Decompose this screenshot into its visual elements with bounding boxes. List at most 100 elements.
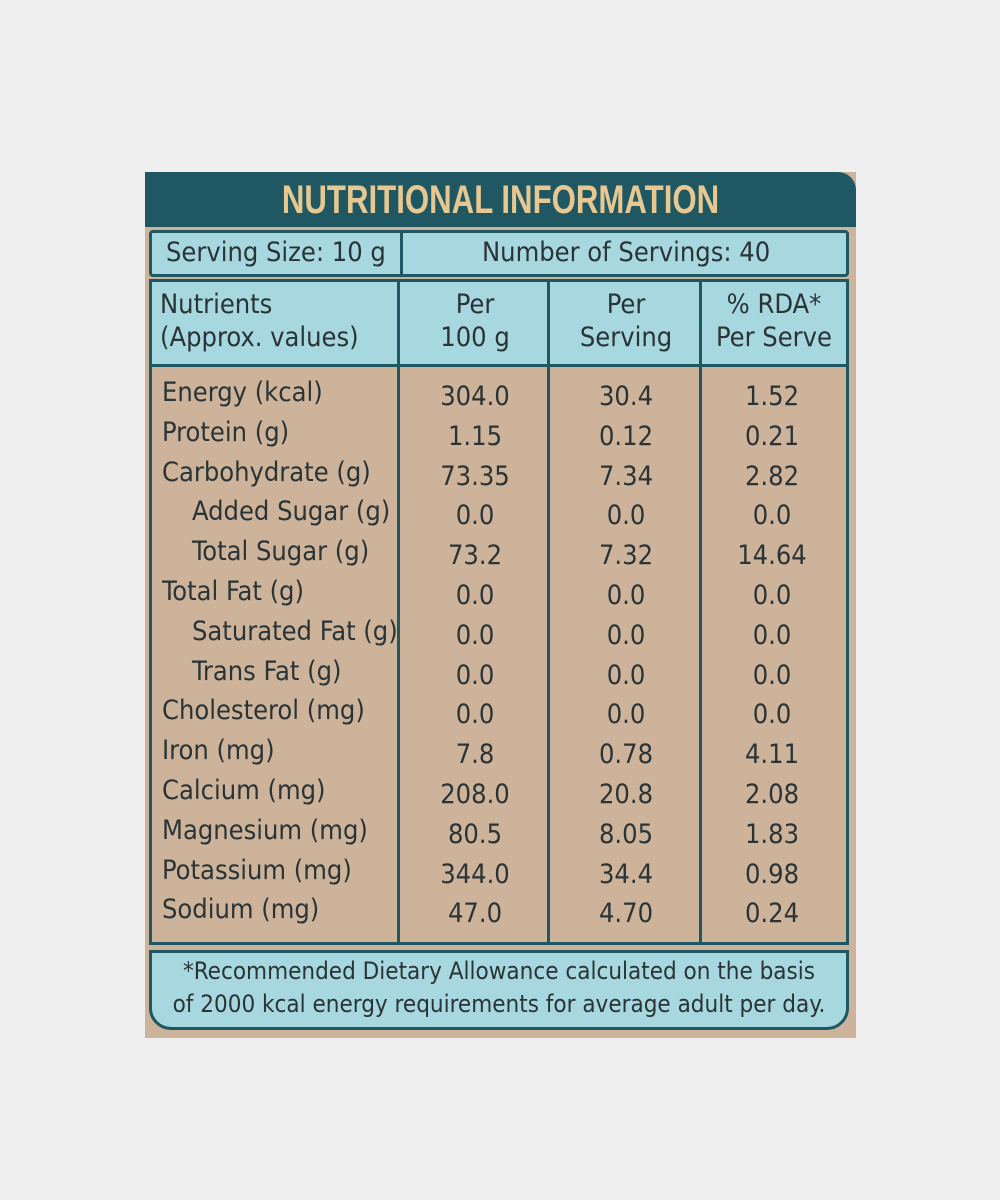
column-divider [397,282,400,364]
table-row: Potassium (mg) 344.0 34.4 0.98 [152,851,852,891]
header-rda: % RDA* Per Serve [702,288,846,354]
value-per-serving: 0.0 [606,619,646,651]
table-row: Magnesium (mg) 80.5 8.05 1.83 [152,811,852,851]
nutrient-name: Protein (g) [162,416,290,448]
table-row: Total Fat (g) 0.0 0.0 0.0 [152,572,852,612]
header-nutrients: Nutrients (Approx. values) [160,288,359,354]
nutrient-name: Trans Fat (g) [192,655,342,687]
header-nutrients-label: Nutrients [160,289,273,320]
table-body: Energy (kcal) 304.0 30.4 1.52 Protein (g) 1.1… [149,367,849,945]
value-per-100g: 80.5 [447,818,503,850]
servings-count: Number of Servings: 40 [482,237,771,268]
nutrition-label: NUTRITIONAL INFORMATION Serving Size: 10… [145,172,856,1038]
column-divider [547,367,550,945]
table-row: Cholesterol (mg) 0.0 0.0 0.0 [152,691,852,731]
value-rda: 14.64 [737,540,807,572]
value-per-100g: 208.0 [440,779,510,810]
nutrient-name: Total Sugar (g) [192,536,370,568]
value-per-serving: 0.0 [606,699,646,731]
header-per-serving: Per Serving [550,288,702,354]
header-per-100g-line2: 100 g [440,322,510,353]
value-per-serving: 7.34 [598,460,654,492]
value-per-100g: 7.8 [455,739,495,771]
table-row: Carbohydrate (g) 73.35 7.34 2.82 [152,453,852,493]
table-row: Energy (kcal) 304.0 30.4 1.52 [152,373,852,413]
nutrient-name: Cholesterol (mg) [162,695,365,727]
nutrient-name: Magnesium (mg) [162,814,368,846]
nutrient-name: Sodium (mg) [162,894,320,926]
nutrient-name: Carbohydrate (g) [162,456,371,488]
value-per-100g: 0.0 [455,619,495,651]
nutrient-name: Energy (kcal) [162,377,323,408]
table-row: Calcium (mg) 208.0 20.8 2.08 [152,771,852,811]
nutrient-name: Saturated Fat (g) [192,615,398,647]
value-per-serving: 0.12 [598,420,654,452]
value-per-serving: 20.8 [598,779,654,810]
column-divider [397,367,400,945]
column-divider [400,233,403,274]
value-per-serving: 7.32 [598,540,654,572]
value-per-100g: 0.0 [455,580,495,611]
header-rda-line2: Per Serve [715,322,832,353]
value-per-serving: 8.05 [598,818,654,850]
column-divider [547,282,550,364]
nutrition-table: Serving Size: 10 g Number of Servings: 4… [145,227,856,1037]
nutrient-name: Added Sugar (g) [192,496,391,528]
value-per-100g: 304.0 [440,381,510,412]
value-rda: 1.83 [744,818,800,850]
value-per-serving: 4.70 [598,898,654,930]
label-title: NUTRITIONAL INFORMATION [281,178,720,222]
value-per-100g: 0.0 [455,699,495,731]
value-rda: 0.0 [752,619,792,651]
column-divider [699,367,702,945]
nutrient-name: Potassium (mg) [162,854,352,886]
table-row: Iron (mg) 7.8 0.78 4.11 [152,731,852,771]
header-rda-line1: % RDA* [726,289,822,320]
value-per-serving: 0.0 [606,659,646,691]
value-per-100g: 73.35 [440,460,510,492]
value-per-100g: 73.2 [447,540,503,572]
value-rda: 2.82 [744,460,800,492]
table-row: Sodium (mg) 47.0 4.70 0.24 [152,890,852,930]
value-rda: 0.21 [744,420,800,452]
header-per-100g: Per 100 g [400,288,550,354]
value-rda: 1.52 [744,381,800,412]
rda-footnote: *Recommended Dietary Allowance calculate… [149,950,849,1030]
value-rda: 0.0 [752,500,792,532]
table-row: Protein (g) 1.15 0.12 0.21 [152,413,852,453]
value-rda: 0.24 [744,898,800,930]
value-per-100g: 0.0 [455,659,495,691]
value-rda: 0.0 [752,659,792,691]
header-nutrients-sublabel: (Approx. values) [160,322,359,353]
footnote-line-2: of 2000 kcal energy requirements for ave… [172,990,826,1018]
value-rda: 0.98 [744,858,800,890]
value-per-serving: 0.0 [606,500,646,532]
value-per-100g: 0.0 [455,500,495,532]
value-per-100g: 47.0 [447,898,503,930]
title-banner: NUTRITIONAL INFORMATION [145,172,856,227]
table-header-row: Nutrients (Approx. values) Per 100 g Per… [149,279,849,367]
serving-info-row: Serving Size: 10 g Number of Servings: 4… [149,230,849,277]
value-rda: 0.0 [752,699,792,731]
header-per-100g-line1: Per [455,289,495,320]
value-rda: 0.0 [752,580,792,611]
header-per-serving-line1: Per [606,289,646,320]
serving-size: Serving Size: 10 g [166,237,386,268]
value-per-serving: 30.4 [598,381,654,412]
value-per-100g: 1.15 [447,420,503,452]
nutrient-name: Iron (mg) [162,735,275,767]
value-per-serving: 34.4 [598,858,654,890]
table-row: Saturated Fat (g) 0.0 0.0 0.0 [152,612,852,652]
header-per-serving-line2: Serving [579,322,673,353]
table-row: Total Sugar (g) 73.2 7.32 14.64 [152,532,852,572]
value-per-serving: 0.78 [598,739,654,771]
table-row: Added Sugar (g) 0.0 0.0 0.0 [152,492,852,532]
footnote-line-1: *Recommended Dietary Allowance calculate… [182,957,816,985]
table-row: Trans Fat (g) 0.0 0.0 0.0 [152,652,852,692]
value-per-serving: 0.0 [606,580,646,611]
value-rda: 2.08 [744,779,800,810]
nutrient-name: Calcium (mg) [162,775,326,806]
column-divider [699,282,702,364]
value-per-100g: 344.0 [440,858,510,890]
nutrient-name: Total Fat (g) [162,576,304,607]
